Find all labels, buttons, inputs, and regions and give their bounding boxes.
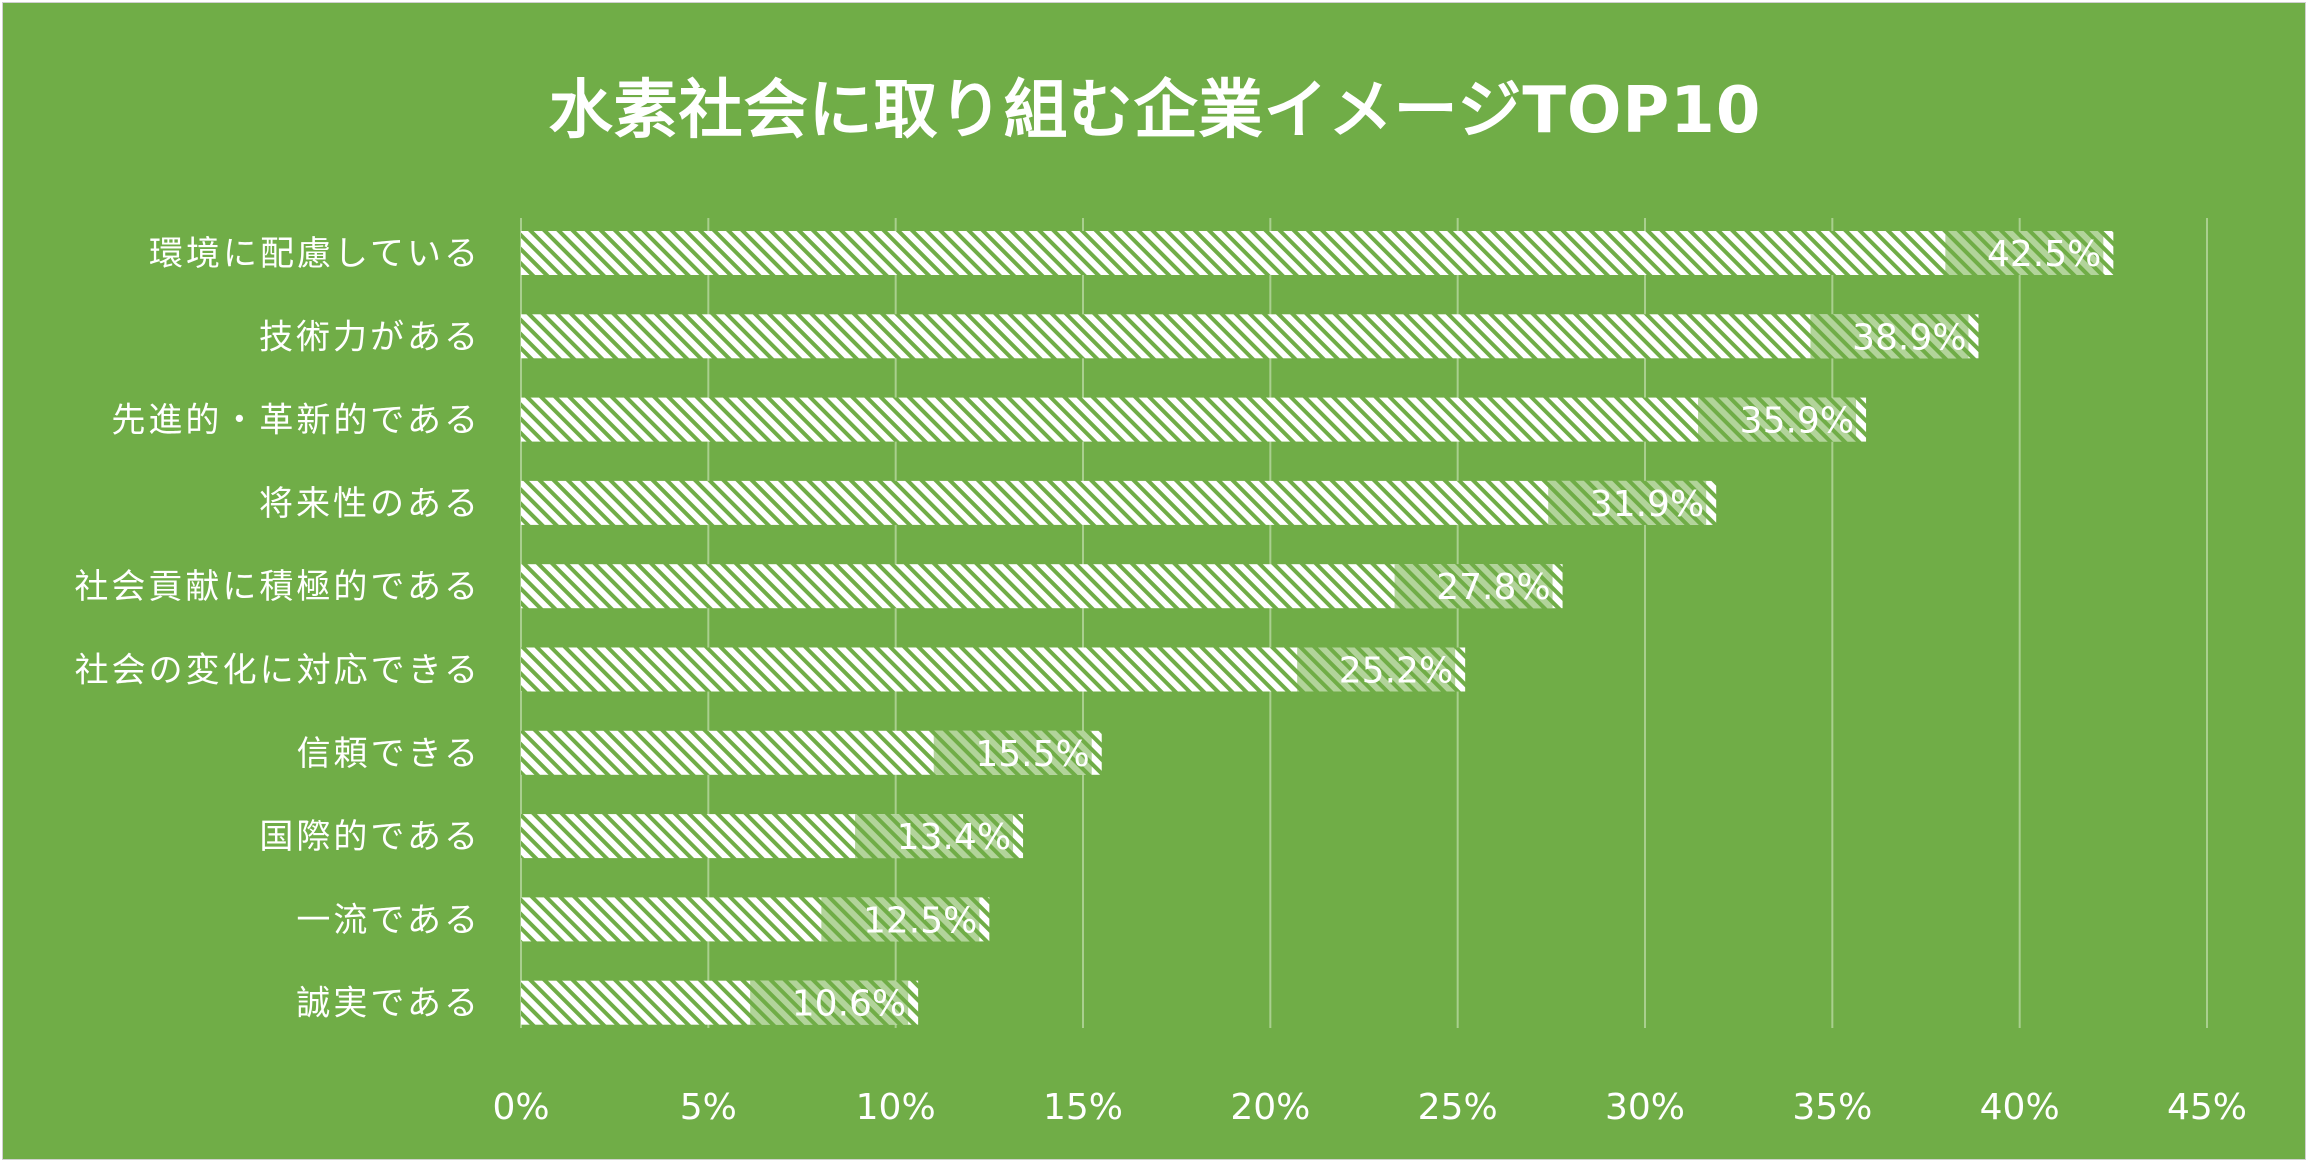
category-label: 環境に配慮している (149, 234, 481, 274)
x-tick-label: 45% (2167, 1087, 2247, 1128)
data-label: 35.9% (1740, 401, 1854, 442)
category-label: 技術力がある (259, 317, 481, 357)
x-tick-label: 40% (1980, 1087, 2060, 1128)
data-label: 15.5% (975, 734, 1089, 775)
data-label-background (933, 730, 1092, 775)
data-label: 10.6% (792, 984, 906, 1025)
data-label: 42.5% (1987, 234, 2101, 275)
chart-plot: 0% 5% 10% 15% 20% 25% 30% 35% 40% 45% 環境に配慮している 42.… (74, 218, 2247, 1128)
x-tick-label: 30% (1605, 1087, 1685, 1128)
category-label: 一流である (296, 900, 481, 940)
data-label: 25.2% (1339, 651, 1453, 692)
data-label: 31.9% (1590, 484, 1704, 525)
data-label-background (1945, 231, 2104, 275)
bar (521, 480, 1717, 525)
bars (521, 231, 2114, 1025)
labels: 0% 5% 10% 15% 20% 25% 30% 35% 40% 45% 環境に配慮している 42.… (74, 231, 2247, 1128)
x-tick-label: 5% (680, 1087, 737, 1128)
data-label-background (750, 980, 909, 1025)
x-tick-label: 20% (1230, 1087, 1310, 1128)
x-tick-label: 35% (1792, 1087, 1872, 1128)
category-label: 誠実である (296, 984, 481, 1024)
category-label: 社会の変化に対応できる (75, 651, 481, 691)
data-label-background (1810, 314, 1969, 359)
data-label: 13.4% (897, 817, 1011, 858)
data-label-background (1297, 647, 1456, 692)
bar (521, 564, 1563, 609)
category-label: 国際的である (259, 817, 481, 857)
data-label-background (1698, 397, 1857, 442)
category-label: 将来性のある (259, 484, 481, 524)
data-label-background (855, 814, 1014, 859)
chart-title: 水素社会に取り組む企業イメージTOP10 (548, 74, 1762, 148)
category-label: 社会貢献に積極的である (74, 567, 481, 607)
bar (521, 314, 1979, 359)
bar (521, 397, 1867, 442)
category-label: 信頼できる (297, 734, 481, 774)
x-tick-label: 25% (1418, 1087, 1498, 1128)
x-tick-label: 0% (492, 1087, 549, 1128)
data-label: 12.5% (863, 900, 977, 941)
x-tick-label: 10% (856, 1087, 936, 1128)
data-label-background (821, 897, 980, 942)
category-label: 先進的・革新的である (111, 401, 481, 441)
x-tick-label: 15% (1043, 1087, 1123, 1128)
data-label-background (1548, 480, 1707, 525)
data-label: 38.9% (1852, 317, 1966, 358)
data-label: 27.8% (1436, 567, 1550, 608)
data-label-background (1394, 564, 1553, 609)
bar (521, 231, 2114, 275)
